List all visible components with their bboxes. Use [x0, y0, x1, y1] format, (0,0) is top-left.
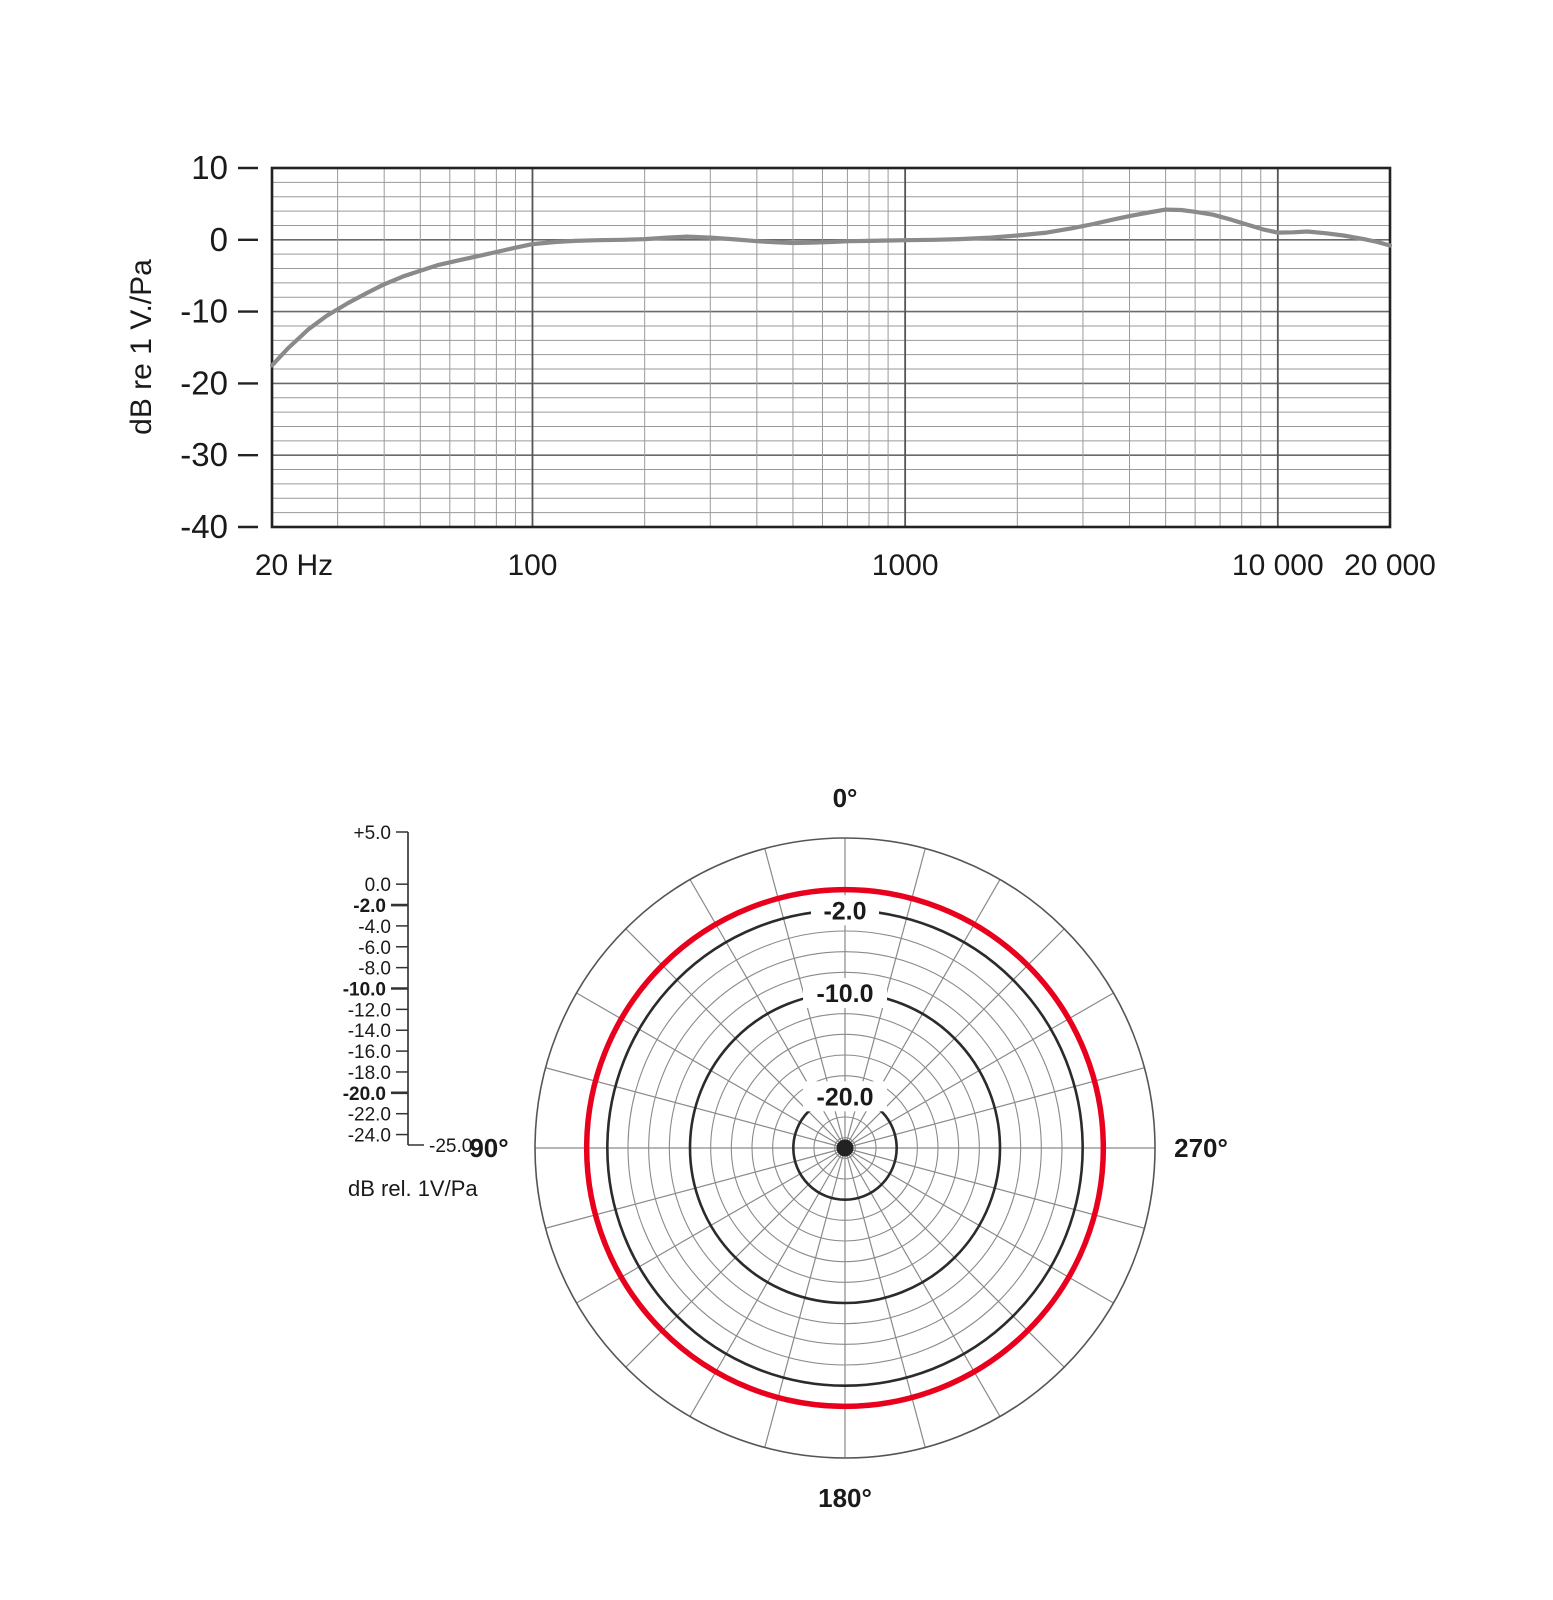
polar-ring [627, 930, 1063, 1366]
angle-label: 180° [818, 1483, 872, 1513]
frequency-grid [272, 168, 1390, 527]
polar-scale: +5.00.0-2.0-4.0-6.0-8.0-10.0-12.0-14.0-1… [343, 823, 473, 1157]
scale-tick-label: -2.0 [353, 896, 386, 917]
x-tick-label: 10 000 [1232, 549, 1324, 582]
scale-tick-label: -6.0 [358, 938, 391, 959]
polar-ring [834, 1137, 856, 1159]
polar-pattern-curve [583, 886, 1107, 1410]
y-axis-title: dB re 1 V./Pa [125, 259, 158, 435]
x-tick-label: 20 000 [1344, 549, 1436, 582]
ring-label-mask [811, 895, 879, 926]
scale-tick-label: -12.0 [348, 1000, 391, 1021]
x-axis-labels: 20 Hz 100 1000 10 000 20 000 [255, 549, 1436, 582]
frequency-response-curve [269, 207, 1393, 368]
scale-tick-label: -14.0 [348, 1021, 391, 1042]
y-tick-label: 0 [210, 221, 228, 258]
scale-tick-label: 0.0 [365, 875, 391, 896]
ring-label: -10.0 [817, 980, 874, 1008]
ring-label: -20.0 [817, 1083, 874, 1111]
x-tick-label: 100 [507, 549, 557, 582]
scale-tick-label: -18.0 [348, 1063, 391, 1084]
y-tick-label: -30 [180, 436, 228, 473]
polar-angle-labels: 0° 90° 270° 180° [469, 783, 1228, 1513]
polar-scale-unit-label: dB rel. 1V/Pa [348, 1176, 478, 1201]
y-axis-ticks: 10 0 -10 -20 -30 -40 [180, 149, 258, 545]
polar-ring [648, 951, 1042, 1345]
angle-label: 0° [833, 783, 858, 813]
scale-tick-label: -8.0 [358, 959, 391, 980]
scale-tick-label: -4.0 [358, 917, 391, 938]
y-tick-label: -20 [180, 364, 228, 401]
polar-ring-labels: -2.0 -10.0 -20.0 [803, 895, 887, 1112]
angle-label: 90° [469, 1133, 508, 1163]
polar-ring [534, 837, 1156, 1459]
polar-ring [751, 1054, 939, 1242]
angle-label: 270° [1174, 1133, 1228, 1163]
polar-ring [668, 971, 1022, 1325]
scale-tick-label: +5.0 [353, 823, 391, 844]
scale-tick-label: -20.0 [343, 1084, 386, 1105]
polar-ring [813, 1116, 877, 1180]
polar-ring [730, 1033, 960, 1263]
polar-ring [772, 1075, 918, 1221]
scale-tick-label: -16.0 [348, 1042, 391, 1063]
polar-center-dot [836, 1139, 854, 1157]
ring-label-mask [803, 978, 887, 1008]
y-tick-label: -10 [180, 293, 228, 330]
scale-min-label: -25.0 [429, 1136, 472, 1157]
x-tick-label: 20 Hz [255, 549, 333, 582]
ring-label: -2.0 [823, 897, 866, 925]
scale-tick-label: -10.0 [343, 980, 386, 1001]
plot-border [270, 166, 1392, 529]
scale-tick-label: -22.0 [348, 1105, 391, 1126]
y-tick-label: 10 [191, 149, 228, 186]
x-tick-label: 1000 [872, 549, 939, 582]
scale-tick-label: -24.0 [348, 1126, 391, 1147]
y-tick-label: -40 [180, 508, 228, 545]
polar-ring [710, 1013, 980, 1283]
ring-label-mask [803, 1081, 887, 1112]
